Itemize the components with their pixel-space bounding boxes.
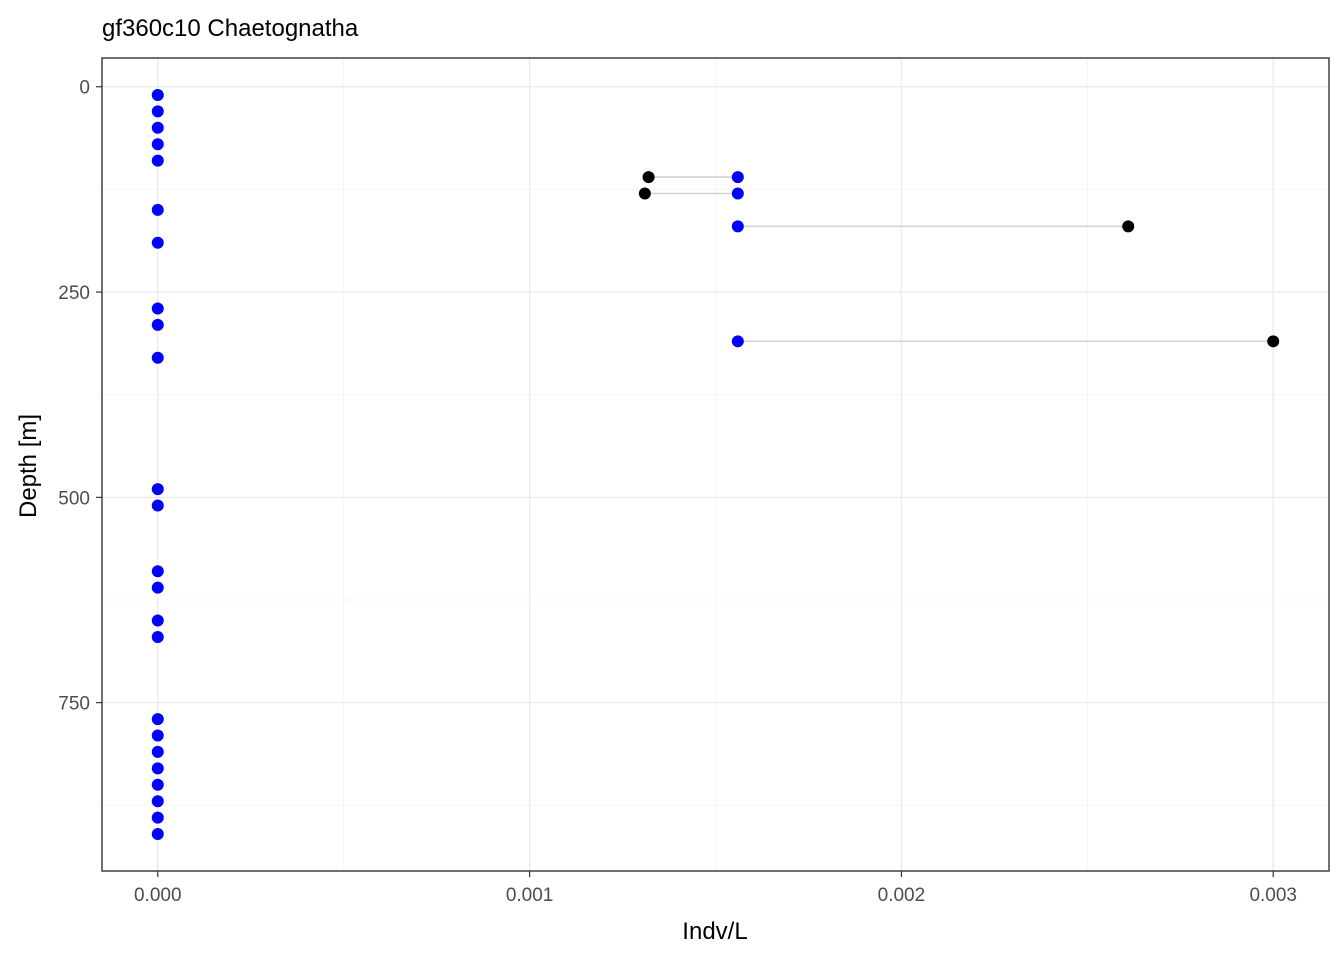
- blue-data-point: [151, 581, 164, 594]
- blue-data-point: [151, 138, 164, 151]
- x-tick-label: 0.002: [878, 885, 926, 906]
- major-gridlines: [102, 58, 1329, 871]
- blue-data-point: [151, 778, 164, 791]
- blue-data-point: [151, 811, 164, 824]
- blue-data-point: [151, 630, 164, 643]
- blue-data-point: [151, 318, 164, 331]
- connector-segments: [644, 176, 1274, 343]
- y-tick-label: 750: [58, 694, 90, 715]
- x-tick-label: 0.000: [134, 885, 182, 906]
- blue-data-point: [151, 88, 164, 101]
- blue-data-point: [151, 236, 164, 249]
- y-axis: 0 250 500 750: [58, 78, 102, 715]
- minor-gridlines: [102, 58, 1329, 871]
- blue-data-point: [151, 203, 164, 216]
- blue-data-point: [151, 302, 164, 315]
- y-tick-label: 500: [58, 488, 90, 509]
- blue-data-point: [151, 105, 164, 118]
- blue-data-point: [151, 729, 164, 742]
- blue-data-point: [731, 335, 744, 348]
- blue-data-point: [731, 187, 744, 200]
- blue-data-point: [151, 565, 164, 578]
- blue-data-point: [151, 713, 164, 726]
- chart-title: gf360c10 Chaetognatha: [102, 15, 359, 42]
- plot-panel-border: [101, 57, 1330, 872]
- black-data-point: [638, 187, 651, 200]
- blue-data-point: [151, 795, 164, 808]
- black-data-point: [642, 171, 655, 184]
- data-points: [151, 88, 1280, 841]
- x-axis-label: Indv/L: [682, 918, 747, 945]
- x-axis: 0.000 0.001 0.002 0.003: [134, 871, 1297, 906]
- blue-data-point: [151, 745, 164, 758]
- blue-data-point: [151, 828, 164, 841]
- x-tick-label: 0.001: [506, 885, 554, 906]
- blue-data-point: [731, 171, 744, 184]
- blue-data-point: [151, 121, 164, 134]
- x-tick-label: 0.003: [1249, 885, 1297, 906]
- black-data-point: [1267, 335, 1280, 348]
- blue-data-point: [151, 614, 164, 627]
- y-tick-label: 0: [79, 78, 90, 99]
- blue-data-point: [151, 499, 164, 512]
- y-axis-label: Depth [m]: [15, 414, 42, 518]
- black-data-point: [1122, 220, 1135, 233]
- blue-data-point: [151, 154, 164, 167]
- blue-data-point: [151, 762, 164, 775]
- blue-data-point: [151, 483, 164, 496]
- blue-data-point: [151, 351, 164, 364]
- y-tick-label: 250: [58, 283, 90, 304]
- blue-data-point: [731, 220, 744, 233]
